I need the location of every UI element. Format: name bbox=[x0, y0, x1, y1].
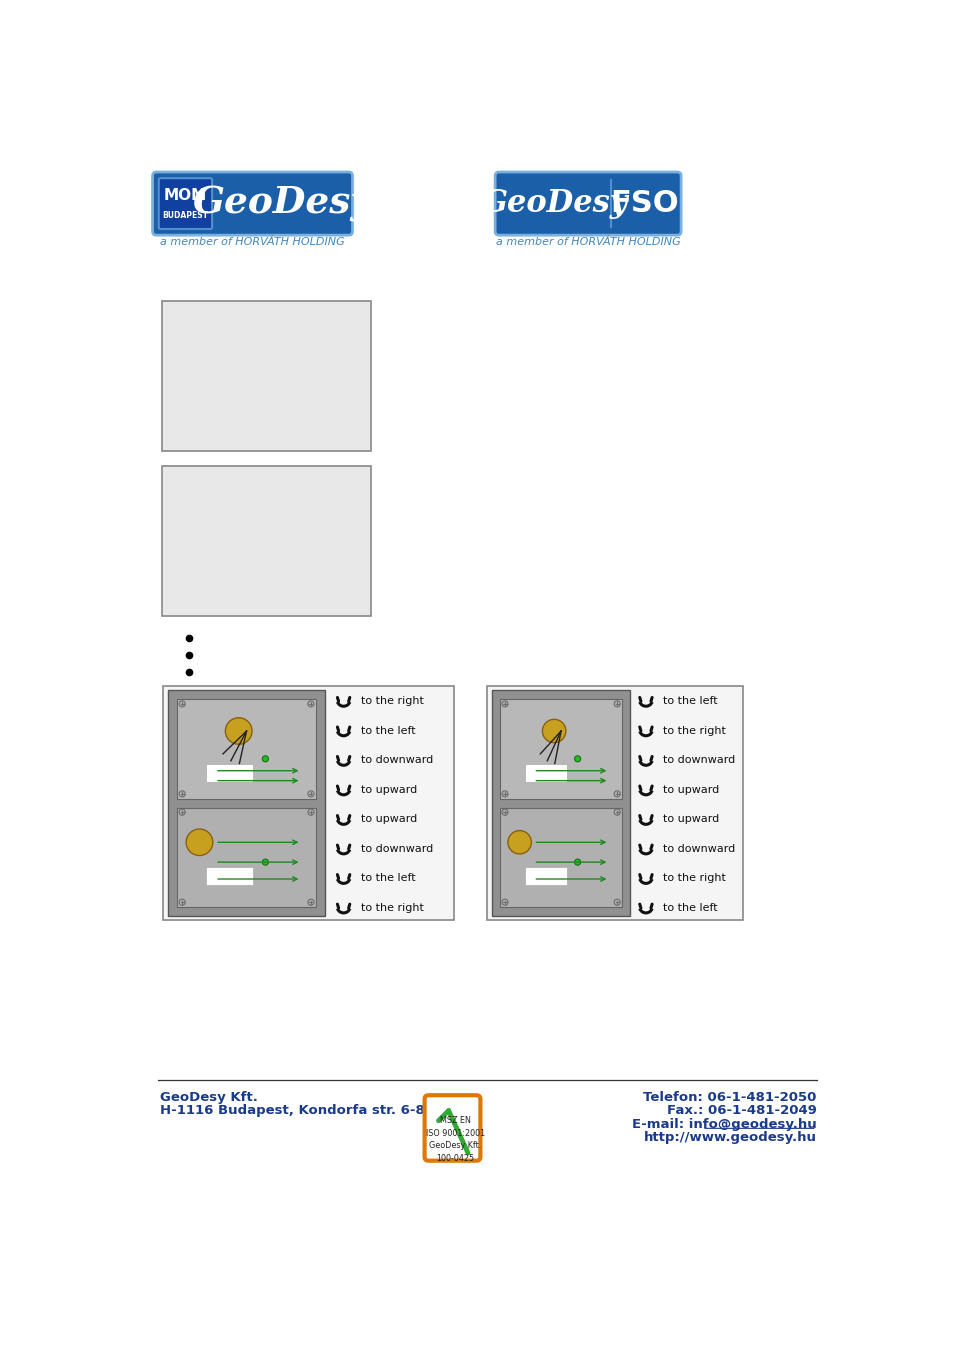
Text: to downward: to downward bbox=[360, 755, 433, 765]
Text: to the right: to the right bbox=[662, 873, 725, 883]
Circle shape bbox=[501, 791, 508, 796]
Bar bbox=[163, 686, 454, 921]
Text: GeoDesy Kft.: GeoDesy Kft. bbox=[159, 1091, 257, 1104]
Circle shape bbox=[507, 830, 531, 855]
Text: H-1116 Budapest, Kondorfa str. 6-8.: H-1116 Budapest, Kondorfa str. 6-8. bbox=[159, 1104, 429, 1118]
Bar bbox=[524, 764, 566, 782]
Text: to the left: to the left bbox=[360, 726, 415, 736]
Text: to upward: to upward bbox=[662, 784, 719, 795]
Circle shape bbox=[614, 899, 619, 906]
FancyBboxPatch shape bbox=[158, 178, 212, 230]
Circle shape bbox=[262, 756, 268, 761]
Text: GeoDesy: GeoDesy bbox=[481, 188, 628, 219]
Bar bbox=[492, 690, 630, 915]
Circle shape bbox=[225, 718, 252, 744]
Text: BUDAPEST: BUDAPEST bbox=[162, 212, 208, 220]
Bar bbox=[499, 807, 621, 907]
Circle shape bbox=[501, 809, 508, 815]
Text: a member of HORVÁTH HOLDING: a member of HORVÁTH HOLDING bbox=[496, 238, 679, 247]
Text: MSZ EN
ISO 9001:2001
GeoDesy Kft.
100-0425: MSZ EN ISO 9001:2001 GeoDesy Kft. 100-04… bbox=[426, 1116, 485, 1162]
Text: Fax.: 06-1-481-2049: Fax.: 06-1-481-2049 bbox=[666, 1104, 816, 1118]
Bar bbox=[206, 764, 253, 782]
Circle shape bbox=[614, 701, 619, 707]
Circle shape bbox=[179, 701, 185, 707]
Text: to the left: to the left bbox=[360, 873, 415, 883]
Text: to the right: to the right bbox=[360, 903, 423, 913]
Circle shape bbox=[308, 701, 314, 707]
Circle shape bbox=[574, 859, 580, 865]
Text: GeoDesy: GeoDesy bbox=[193, 185, 372, 223]
Circle shape bbox=[308, 791, 314, 796]
Bar bbox=[162, 301, 371, 451]
Text: E-mail: info@geodesy.hu: E-mail: info@geodesy.hu bbox=[631, 1118, 816, 1130]
Text: to upward: to upward bbox=[662, 814, 719, 825]
Text: to the right: to the right bbox=[662, 726, 725, 736]
Circle shape bbox=[179, 791, 185, 796]
Circle shape bbox=[262, 859, 268, 865]
Circle shape bbox=[501, 899, 508, 906]
Text: to the right: to the right bbox=[360, 697, 423, 706]
Text: a member of HORVÁTH HOLDING: a member of HORVÁTH HOLDING bbox=[160, 238, 345, 247]
FancyBboxPatch shape bbox=[495, 171, 680, 235]
Circle shape bbox=[574, 756, 580, 761]
Circle shape bbox=[179, 899, 185, 906]
Text: http://www.geodesy.hu: http://www.geodesy.hu bbox=[643, 1131, 816, 1143]
Bar bbox=[162, 466, 371, 617]
Text: MOM: MOM bbox=[164, 188, 207, 202]
Text: to the left: to the left bbox=[662, 903, 717, 913]
Circle shape bbox=[501, 701, 508, 707]
Text: to upward: to upward bbox=[360, 784, 416, 795]
Bar bbox=[177, 807, 315, 907]
FancyBboxPatch shape bbox=[424, 1095, 480, 1161]
Circle shape bbox=[614, 809, 619, 815]
Text: Telefon: 06-1-481-2050: Telefon: 06-1-481-2050 bbox=[642, 1091, 816, 1104]
Circle shape bbox=[542, 720, 565, 743]
Text: to the left: to the left bbox=[662, 697, 717, 706]
Text: to upward: to upward bbox=[360, 814, 416, 825]
Circle shape bbox=[186, 829, 213, 856]
Bar bbox=[487, 686, 742, 921]
Bar bbox=[177, 699, 315, 798]
Bar bbox=[499, 699, 621, 798]
Text: to downward: to downward bbox=[662, 844, 735, 853]
Text: to downward: to downward bbox=[360, 844, 433, 853]
Circle shape bbox=[308, 809, 314, 815]
Text: to downward: to downward bbox=[662, 755, 735, 765]
Bar bbox=[206, 867, 253, 886]
Circle shape bbox=[308, 899, 314, 906]
FancyBboxPatch shape bbox=[152, 171, 353, 235]
Text: FSO: FSO bbox=[609, 189, 678, 219]
Bar bbox=[168, 690, 325, 915]
Circle shape bbox=[179, 809, 185, 815]
Bar bbox=[524, 867, 566, 886]
Circle shape bbox=[614, 791, 619, 796]
